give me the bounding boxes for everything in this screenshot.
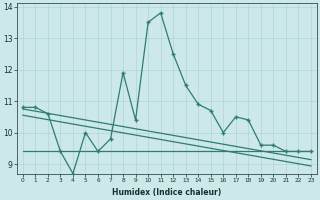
X-axis label: Humidex (Indice chaleur): Humidex (Indice chaleur) — [112, 188, 221, 197]
